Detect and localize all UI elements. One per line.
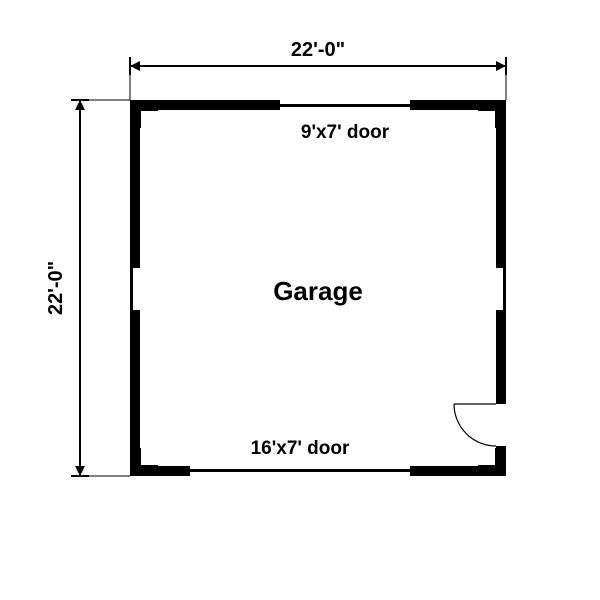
top-door-header: [280, 104, 410, 107]
top-door-label: 9'x7' door: [301, 122, 390, 143]
bottom-door-label: 16'x7' door: [251, 438, 350, 459]
bottom-door-header: [190, 469, 410, 472]
room-label: Garage: [273, 276, 363, 306]
dimension-left-label: 22'-0": [45, 261, 67, 315]
dimension-top-label: 22'-0": [291, 39, 345, 61]
